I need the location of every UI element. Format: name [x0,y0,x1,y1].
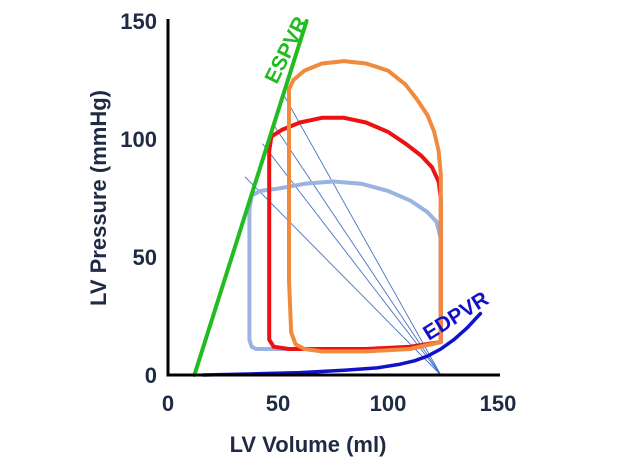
y-axis-title: LV Pressure (mmHg) [86,90,111,306]
x-tick-label-100: 100 [370,391,407,416]
x-tick-label-150: 150 [480,391,517,416]
pv-loop-3 [287,59,443,354]
espvr-line [192,19,309,377]
x-tick-label-50: 50 [266,391,290,416]
espvr-label: ESPVR [261,13,313,87]
afterload-line-3 [273,124,442,376]
y-tick-label-100: 100 [120,127,157,152]
x-tick-label-0: 0 [162,391,174,416]
afterload-line-2 [262,143,442,376]
afterload-lines [244,96,442,376]
x-axis-title: LV Volume (ml) [230,432,387,457]
y-tick-label-50: 50 [133,245,157,270]
pv-curves [192,19,483,377]
pv-loop-2 [267,115,443,351]
afterload-line-4 [284,96,442,376]
afterload-line-1 [244,176,442,376]
y-tick-label-0: 0 [145,363,157,388]
edpvr-curve [201,311,483,377]
y-tick-label-150: 150 [120,9,157,34]
